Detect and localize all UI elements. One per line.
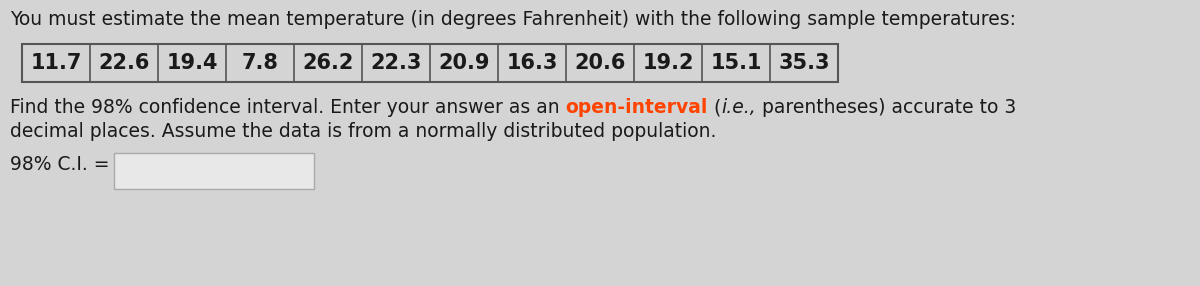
Text: 19.2: 19.2 bbox=[642, 53, 694, 73]
Text: open-interval: open-interval bbox=[565, 98, 708, 117]
Text: decimal places. Assume the data is from a normally distributed population.: decimal places. Assume the data is from … bbox=[10, 122, 716, 141]
Text: You must estimate the mean temperature (in degrees Fahrenheit) with the followin: You must estimate the mean temperature (… bbox=[10, 10, 1016, 29]
Text: 11.7: 11.7 bbox=[30, 53, 82, 73]
Bar bbox=[114, 153, 313, 189]
Text: 22.6: 22.6 bbox=[98, 53, 150, 73]
Text: 20.9: 20.9 bbox=[438, 53, 490, 73]
Text: 98% C.I. =: 98% C.I. = bbox=[10, 155, 109, 174]
Text: 16.3: 16.3 bbox=[506, 53, 558, 73]
Text: parentheses) accurate to 3: parentheses) accurate to 3 bbox=[756, 98, 1016, 117]
Text: 35.3: 35.3 bbox=[779, 53, 829, 73]
Text: 19.4: 19.4 bbox=[167, 53, 217, 73]
Text: i.e.,: i.e., bbox=[721, 98, 756, 117]
Text: (: ( bbox=[708, 98, 721, 117]
Text: 7.8: 7.8 bbox=[241, 53, 278, 73]
Text: Find the 98% confidence interval. Enter your answer as an: Find the 98% confidence interval. Enter … bbox=[10, 98, 565, 117]
Text: 20.6: 20.6 bbox=[575, 53, 625, 73]
Text: 98% C.I. =: 98% C.I. = bbox=[10, 155, 109, 174]
Text: 22.3: 22.3 bbox=[371, 53, 421, 73]
Text: 15.1: 15.1 bbox=[710, 53, 762, 73]
Bar bbox=[22, 44, 838, 82]
Text: 26.2: 26.2 bbox=[302, 53, 354, 73]
